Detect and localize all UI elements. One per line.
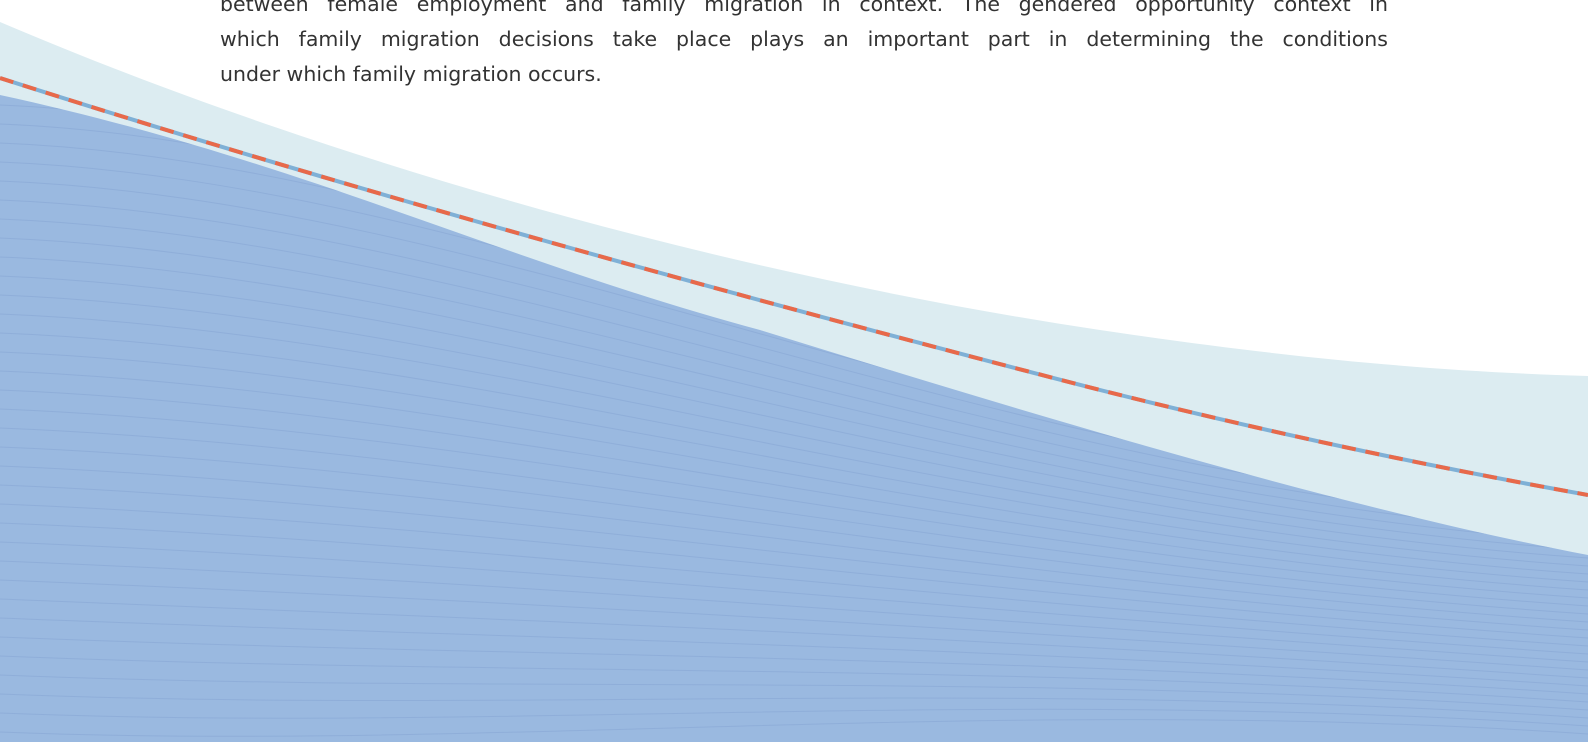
band-stripe — [0, 708, 1588, 727]
band-stripe — [0, 636, 1588, 695]
paragraph-line-1: between female employment and family mig… — [220, 0, 1388, 16]
band-stripe — [0, 655, 1588, 703]
band-stripe — [0, 427, 1588, 607]
dark-blue-band — [0, 95, 1588, 742]
band-stripe — [0, 719, 1588, 737]
band-stripe — [0, 408, 1588, 599]
band-stripe — [0, 560, 1588, 663]
band-stripe — [0, 313, 1588, 559]
band-stripe — [0, 351, 1588, 575]
band-stripe — [0, 484, 1588, 631]
band-stripe — [0, 617, 1588, 687]
paragraph-line-2: which family migration decisions take pl… — [220, 27, 1388, 51]
band-stripe — [0, 332, 1588, 567]
band-stripe — [0, 465, 1588, 623]
band-stripe — [0, 237, 1588, 527]
band-stripe — [0, 370, 1588, 583]
paragraph-line-3: under which family migration occurs. — [220, 62, 602, 86]
band-stripe — [0, 389, 1588, 591]
body-paragraph: between female employment and family mig… — [220, 0, 1388, 92]
band-stripe — [0, 522, 1588, 647]
band-stripe — [0, 294, 1588, 551]
band-stripe — [0, 579, 1588, 671]
dashed-line-red — [0, 76, 1588, 497]
band-stripe — [0, 503, 1588, 639]
band-stripe — [0, 541, 1588, 655]
band-stripe — [0, 275, 1588, 543]
band-stripe — [0, 256, 1588, 535]
band-stripe — [0, 674, 1588, 711]
band-stripe — [0, 693, 1588, 719]
band-stripe — [0, 598, 1588, 679]
band-stripe — [0, 446, 1588, 615]
